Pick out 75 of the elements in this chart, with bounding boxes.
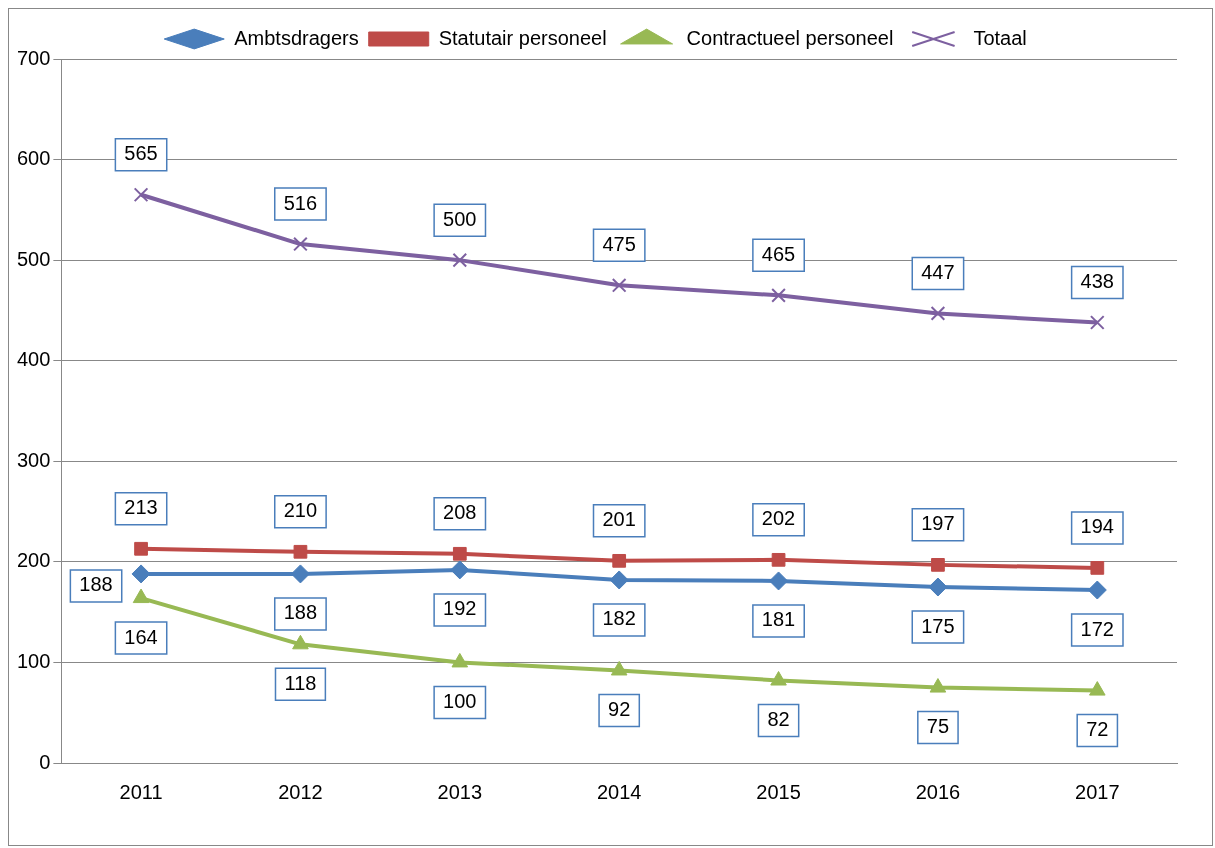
x-tick-label: 2016 <box>915 780 961 803</box>
x-tick-label: 2014 <box>596 780 642 803</box>
y-tick-label: 0 <box>39 750 51 773</box>
data-label: 188 <box>283 601 318 624</box>
point <box>133 187 149 203</box>
y-tick-label: 600 <box>16 147 51 170</box>
data-label: 82 <box>767 708 790 731</box>
data-label: 500 <box>443 207 477 230</box>
point <box>929 678 947 693</box>
y-tick-label: 400 <box>16 348 51 371</box>
point <box>452 252 468 268</box>
data-label: 475 <box>602 232 636 255</box>
point <box>930 306 946 321</box>
y-tick-label: 500 <box>16 247 51 270</box>
point <box>771 552 786 567</box>
data-label: 465 <box>761 242 796 265</box>
point <box>134 541 148 556</box>
x-tick-label: 2017 <box>1075 780 1120 803</box>
data-label: 118 <box>284 671 317 694</box>
data-label: 75 <box>926 715 950 738</box>
data-label: 100 <box>443 689 477 712</box>
data-label: 72 <box>1086 718 1109 741</box>
y-tick-label: 100 <box>16 649 51 672</box>
point <box>451 652 469 668</box>
legend-label: Statutair personeel <box>438 26 607 49</box>
data-label: 194 <box>1080 515 1114 538</box>
point <box>928 577 948 597</box>
point <box>293 236 308 252</box>
data-label: 201 <box>602 508 636 531</box>
data-label: 213 <box>124 496 158 519</box>
x-tick-label: 2015 <box>756 780 801 803</box>
y-tick-label: 200 <box>16 549 51 572</box>
data-label: 192 <box>443 597 477 620</box>
data-label: 175 <box>921 614 955 637</box>
point <box>292 634 309 650</box>
data-label: 197 <box>921 512 955 535</box>
point <box>452 546 467 561</box>
point <box>771 287 786 303</box>
point <box>290 564 310 584</box>
point <box>293 544 308 559</box>
data-label: 208 <box>443 501 477 524</box>
point <box>611 277 627 293</box>
point <box>1087 580 1107 600</box>
data-label: 182 <box>602 607 636 630</box>
point <box>931 558 945 572</box>
point <box>609 570 629 590</box>
y-tick-label: 700 <box>16 46 51 69</box>
point <box>612 553 627 568</box>
data-label: 164 <box>124 625 158 648</box>
point <box>610 660 628 676</box>
data-label: 516 <box>283 191 318 214</box>
point <box>131 564 151 584</box>
point <box>769 571 789 591</box>
data-label: 210 <box>283 499 318 522</box>
point <box>770 671 787 686</box>
data-label: 438 <box>1080 270 1114 293</box>
data-label: 181 <box>761 608 796 631</box>
x-tick-label: 2011 <box>119 780 163 803</box>
data-label: 565 <box>124 142 158 165</box>
legend-label: Ambtsdragers <box>234 26 359 49</box>
data-label: 92 <box>608 697 631 720</box>
point <box>1089 315 1105 330</box>
data-label: 202 <box>761 507 796 530</box>
x-tick-label: 2012 <box>278 780 323 803</box>
x-tick-label: 2013 <box>437 780 483 803</box>
data-label: 447 <box>921 260 955 283</box>
point <box>1090 561 1105 575</box>
y-tick-label: 300 <box>16 448 51 471</box>
data-label: 172 <box>1080 617 1114 640</box>
point <box>450 560 470 580</box>
legend-label: Contractueel personeel <box>686 26 894 49</box>
legend-label: Totaal <box>973 26 1027 49</box>
point <box>132 588 150 604</box>
point <box>1089 681 1106 696</box>
data-label: 188 <box>79 573 113 596</box>
